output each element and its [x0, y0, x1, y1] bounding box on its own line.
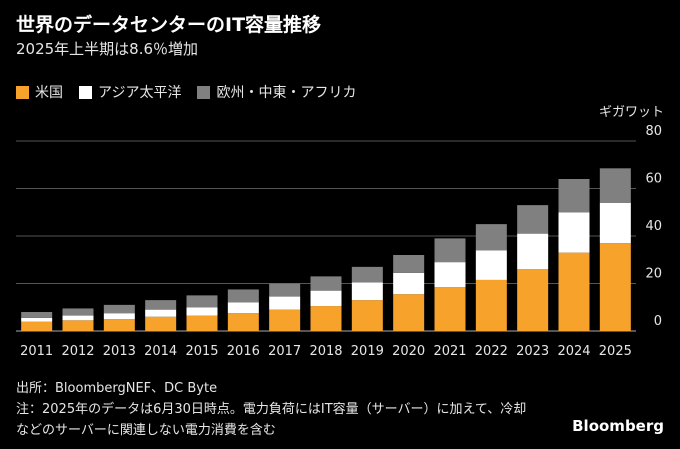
- x-tick-label: 2015: [185, 344, 218, 359]
- y-tick-label: 60: [645, 172, 662, 187]
- bar-segment-us: [351, 300, 383, 331]
- legend: 米国 アジア太平洋 欧州・中東・アフリカ: [16, 82, 356, 102]
- footer-note-line1: 注：2025年のデータは6月30日時点。電力負荷にはIT容量（サーバー）に加えて…: [16, 402, 527, 417]
- footer-note-line2: などのサーバーに関連しない電力消費を含む: [16, 423, 276, 438]
- bar-segment-emea: [227, 289, 259, 303]
- bar-segment-apac: [62, 315, 94, 321]
- y-axis-unit-label: ギガワット: [598, 105, 664, 120]
- bar-segment-emea: [145, 300, 177, 310]
- bar-segment-apac: [434, 262, 466, 288]
- bar-segment-us: [393, 294, 425, 331]
- bar-segment-us: [145, 316, 177, 331]
- x-tick-label: 2021: [433, 344, 466, 359]
- bar-segment-emea: [351, 266, 383, 283]
- chart-subtitle: 2025年上半期は8.6％増加: [16, 40, 199, 58]
- bar-segment-emea: [393, 255, 425, 273]
- bar-segment-apac: [475, 250, 507, 280]
- x-tick-label: 2016: [227, 344, 260, 359]
- bar-segment-us: [434, 287, 466, 331]
- bar-segment-us: [269, 309, 301, 331]
- bar-segment-emea: [21, 312, 53, 318]
- bar-segment-apac: [558, 212, 590, 253]
- chart-title: 世界のデータセンターのIT容量推移: [16, 14, 322, 36]
- x-tick-label: 2023: [516, 344, 549, 359]
- x-tick-label: 2019: [351, 344, 384, 359]
- x-tick-label: 2011: [20, 344, 53, 359]
- bar-segment-emea: [558, 179, 590, 213]
- bar-segment-emea: [310, 276, 342, 291]
- y-tick-label: 40: [645, 219, 662, 234]
- bar-segment-emea: [103, 304, 135, 314]
- x-tick-label: 2020: [392, 344, 425, 359]
- x-tick-label: 2013: [103, 344, 136, 359]
- bar-segment-us: [62, 320, 94, 331]
- bar-segment-apac: [599, 202, 631, 244]
- bar-segment-apac: [103, 313, 135, 320]
- bar-segment-us: [227, 313, 259, 331]
- bar-segment-us: [475, 279, 507, 331]
- x-tick-label: 2017: [268, 344, 301, 359]
- x-tick-label: 2024: [557, 344, 590, 359]
- x-tick-label: 2022: [475, 344, 508, 359]
- bar-segment-emea: [434, 238, 466, 263]
- legend-label-emea: 欧州・中東・アフリカ: [216, 85, 357, 101]
- legend-swatch-apac: [79, 85, 92, 99]
- bar-segment-apac: [269, 296, 301, 310]
- bar-segment-apac: [21, 317, 53, 322]
- legend-swatch-emea: [197, 85, 211, 99]
- bar-segment-emea: [599, 168, 631, 203]
- x-tick-label: 2025: [599, 344, 632, 359]
- bar-segment-emea: [517, 205, 549, 234]
- legend-item-emea: 欧州・中東・アフリカ: [197, 82, 356, 102]
- y-tick-label: 0: [654, 314, 662, 329]
- bar-segment-emea: [269, 283, 301, 297]
- bar-segment-apac: [351, 282, 383, 301]
- bar-segment-emea: [475, 224, 507, 251]
- bar-segment-us: [310, 306, 342, 331]
- legend-label-us: 米国: [35, 85, 63, 101]
- x-tick-label: 2018: [309, 344, 342, 359]
- bloomberg-logo: Bloomberg: [572, 417, 664, 435]
- y-tick-label: 20: [645, 267, 662, 282]
- legend-item-us: 米国: [16, 82, 63, 102]
- bar-segment-us: [517, 269, 549, 331]
- bar-segment-us: [599, 243, 631, 331]
- bar-segment-emea: [186, 295, 218, 308]
- footer-source: 出所：BloombergNEF、DC Byte: [16, 381, 218, 396]
- x-tick-label: 2012: [61, 344, 94, 359]
- bar-segment-apac: [227, 302, 259, 314]
- bar-segment-us: [186, 315, 218, 331]
- bar-segment-us: [103, 319, 135, 331]
- legend-label-apac: アジア太平洋: [98, 85, 182, 101]
- bar-segment-apac: [145, 309, 177, 317]
- legend-item-apac: アジア太平洋: [79, 82, 181, 102]
- bar-segment-apac: [517, 233, 549, 270]
- legend-swatch-us: [16, 85, 29, 99]
- bar-segment-us: [558, 252, 590, 331]
- bar-segment-emea: [62, 308, 94, 316]
- y-tick-label: 80: [645, 124, 662, 139]
- bar-segment-apac: [310, 290, 342, 307]
- x-tick-label: 2014: [144, 344, 177, 359]
- bar-segment-apac: [393, 272, 425, 295]
- bar-segment-apac: [186, 307, 218, 316]
- bar-segment-us: [21, 321, 53, 331]
